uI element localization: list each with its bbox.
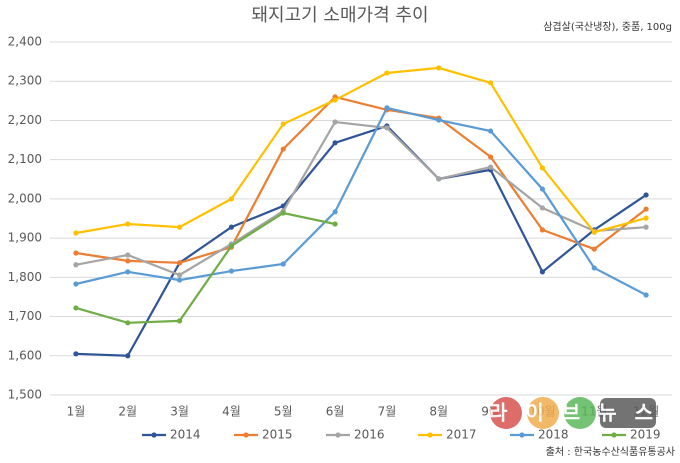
subtitle: 삼겹살(국산냉장), 중품, 100g bbox=[543, 21, 672, 33]
x-tick-label: 5월 bbox=[274, 405, 293, 419]
legend-marker bbox=[335, 432, 341, 438]
y-tick-label: 2,300 bbox=[8, 74, 42, 88]
point bbox=[384, 125, 390, 131]
y-tick-label: 2,200 bbox=[8, 113, 42, 127]
watermark-badge bbox=[600, 398, 656, 428]
point bbox=[436, 65, 442, 71]
legend-label: 2018 bbox=[538, 428, 569, 442]
legend-label: 2019 bbox=[630, 428, 661, 442]
x-tick-label: 3월 bbox=[170, 405, 189, 419]
point bbox=[436, 117, 442, 123]
point bbox=[73, 351, 79, 357]
point bbox=[280, 121, 286, 127]
point bbox=[643, 292, 649, 298]
point bbox=[228, 268, 235, 274]
point bbox=[125, 258, 131, 264]
series-line bbox=[75, 211, 336, 324]
point bbox=[176, 260, 183, 266]
watermark-badge bbox=[490, 397, 522, 429]
point bbox=[643, 215, 649, 221]
point bbox=[591, 229, 597, 235]
x-tick-label: 1월 bbox=[67, 405, 86, 419]
point bbox=[539, 269, 546, 275]
x-tick-label: 4월 bbox=[222, 405, 241, 419]
watermark-text: 라이브뉴스 bbox=[489, 401, 671, 425]
point bbox=[436, 176, 442, 182]
point bbox=[176, 272, 183, 278]
point bbox=[332, 209, 338, 215]
point bbox=[73, 281, 79, 287]
point bbox=[591, 265, 597, 271]
watermark: 라이브뉴스 bbox=[489, 397, 671, 429]
legend-marker bbox=[243, 432, 249, 438]
point bbox=[539, 186, 546, 192]
legend-label: 2016 bbox=[354, 428, 385, 442]
point bbox=[228, 243, 235, 249]
point bbox=[280, 146, 286, 152]
point bbox=[125, 269, 131, 275]
point bbox=[539, 227, 546, 233]
point bbox=[332, 140, 338, 146]
series-line bbox=[75, 95, 647, 264]
point bbox=[332, 119, 338, 125]
watermark-badge bbox=[527, 397, 559, 429]
legend-label: 2014 bbox=[170, 428, 201, 442]
point bbox=[487, 154, 494, 160]
point bbox=[332, 221, 338, 227]
point bbox=[176, 224, 183, 230]
point bbox=[539, 165, 546, 171]
x-tick-label: 8월 bbox=[429, 405, 448, 419]
point bbox=[176, 277, 183, 283]
watermark-badge bbox=[564, 397, 596, 429]
point bbox=[280, 261, 286, 267]
point bbox=[487, 80, 494, 86]
point bbox=[384, 105, 390, 111]
y-tick-label: 2,000 bbox=[8, 191, 42, 205]
point bbox=[539, 205, 546, 211]
legend-marker bbox=[427, 432, 433, 438]
y-tick-label: 2,100 bbox=[8, 152, 42, 166]
series-line bbox=[75, 66, 647, 235]
y-tick-label: 2,400 bbox=[8, 35, 42, 49]
point bbox=[125, 353, 131, 359]
point bbox=[125, 252, 131, 258]
point bbox=[643, 206, 649, 212]
legend-label: 2015 bbox=[262, 428, 293, 442]
point bbox=[73, 230, 79, 236]
legend-marker bbox=[151, 432, 157, 438]
point bbox=[643, 192, 649, 198]
source: 출처 : 한국농수산식품유통공사 bbox=[546, 446, 675, 458]
x-tick-label: 2월 bbox=[118, 405, 137, 419]
y-tick-label: 1,900 bbox=[8, 231, 42, 245]
point bbox=[125, 320, 131, 326]
y-tick-label: 1,600 bbox=[8, 348, 42, 362]
point bbox=[125, 221, 131, 227]
legend-marker bbox=[519, 432, 525, 438]
y-tick-label: 1,700 bbox=[8, 309, 42, 323]
point bbox=[643, 224, 649, 230]
x-tick-label: 6월 bbox=[326, 405, 345, 419]
point bbox=[73, 262, 79, 268]
y-tick-label: 1,500 bbox=[8, 388, 42, 402]
point bbox=[487, 164, 494, 170]
point bbox=[228, 196, 235, 202]
point bbox=[591, 246, 597, 252]
series-line bbox=[75, 120, 647, 277]
point bbox=[384, 70, 390, 76]
x-tick-label: 7월 bbox=[378, 405, 397, 419]
chart-title: 돼지고기 소매가격 추이 bbox=[251, 5, 428, 26]
point bbox=[280, 210, 286, 216]
point bbox=[176, 318, 183, 324]
point bbox=[73, 305, 79, 311]
series-line bbox=[75, 106, 647, 296]
point bbox=[228, 224, 235, 230]
point bbox=[332, 97, 338, 103]
legend-label: 2017 bbox=[446, 428, 477, 442]
point bbox=[487, 128, 494, 134]
legend-marker bbox=[611, 432, 617, 438]
y-tick-label: 1,800 bbox=[8, 270, 42, 284]
point bbox=[73, 250, 79, 256]
